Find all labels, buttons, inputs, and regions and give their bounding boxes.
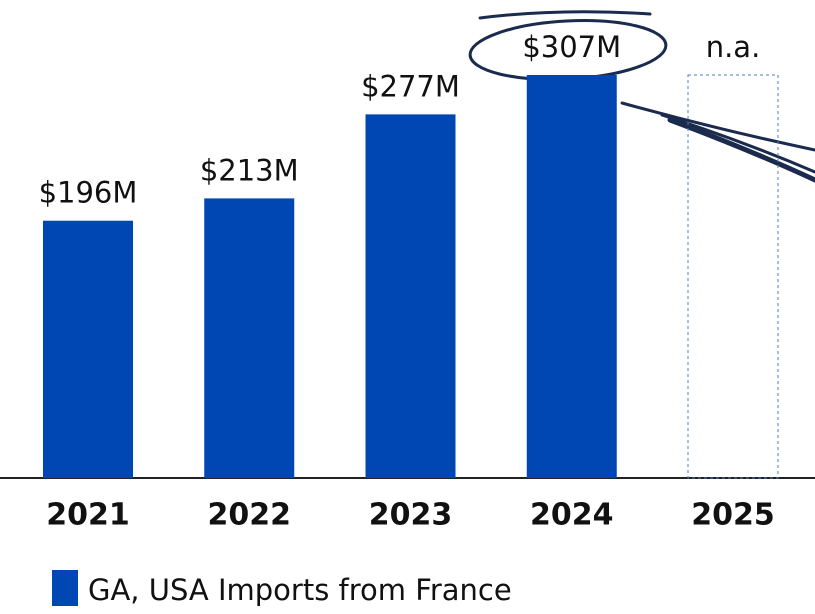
bar: [43, 220, 133, 479]
x-tick-label: 2023: [369, 498, 453, 533]
value-label: $307M: [522, 30, 621, 64]
legend-label: GA, USA Imports from France: [88, 573, 512, 607]
bar: [204, 198, 295, 478]
value-label: $277M: [361, 69, 460, 103]
value-label: $213M: [200, 153, 299, 187]
x-tick-label: 2025: [691, 498, 775, 533]
x-tick-label: 2021: [46, 498, 130, 533]
x-tick-label: 2022: [208, 498, 292, 533]
value-label: n.a.: [706, 30, 761, 64]
x-tick-label: 2024: [530, 498, 614, 533]
annotation: [468, 10, 815, 183]
bar: [365, 114, 456, 479]
legend-swatch: [52, 570, 78, 606]
bar: [526, 75, 617, 478]
placeholder-bar: [687, 74, 779, 479]
value-label: $196M: [39, 176, 138, 210]
